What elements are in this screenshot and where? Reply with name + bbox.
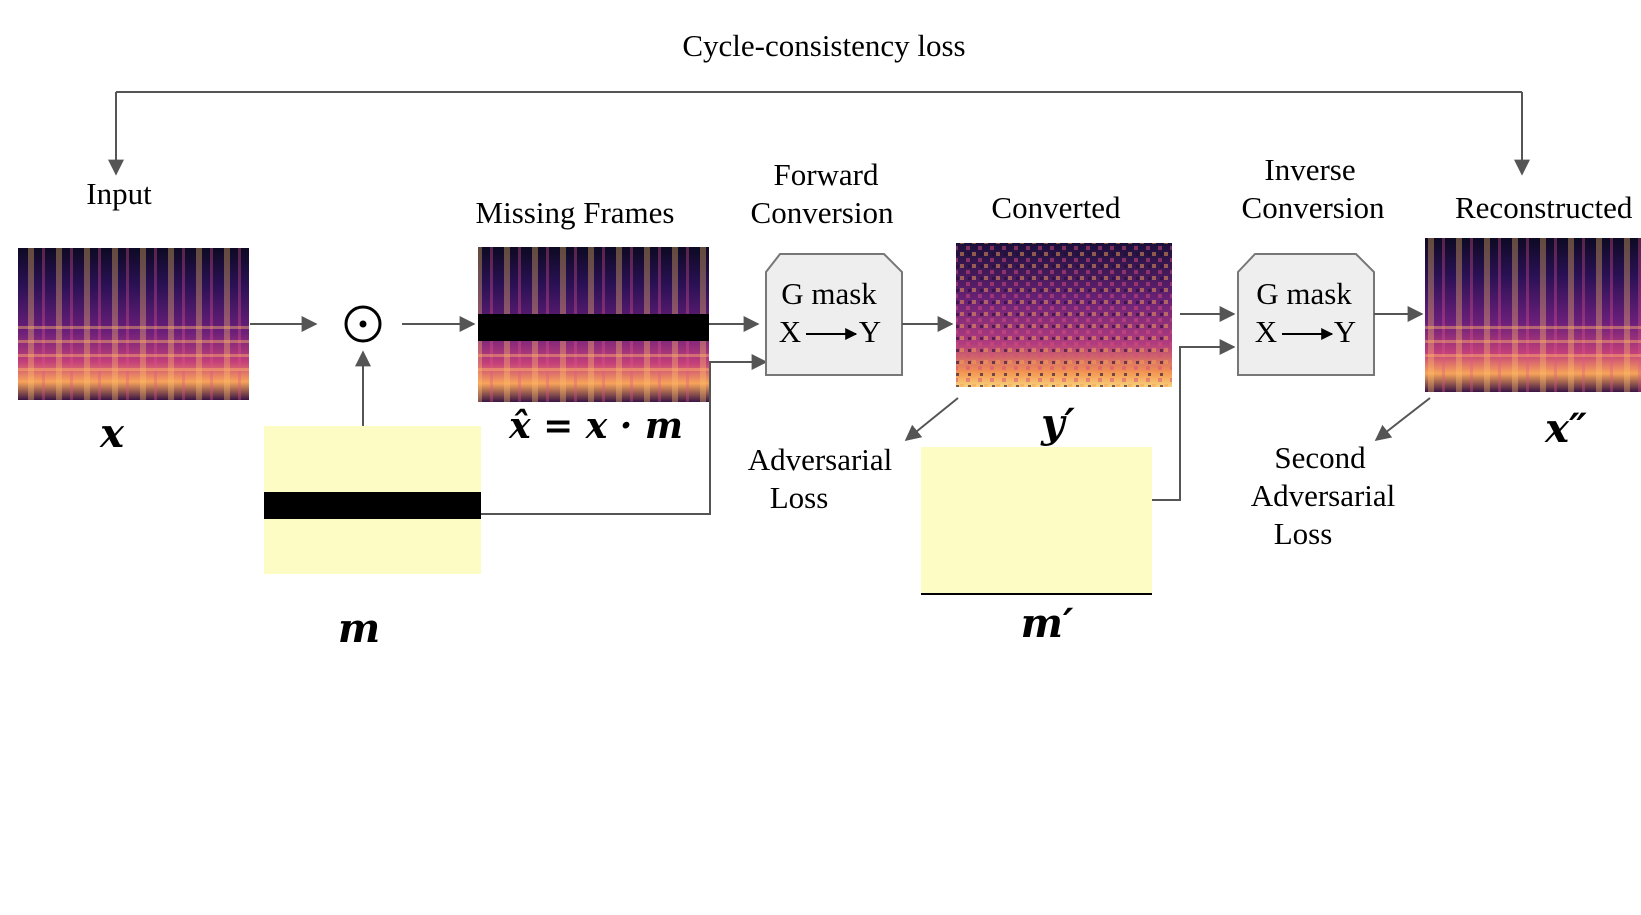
spectrogram-converted — [956, 243, 1172, 387]
spectrogram-x — [18, 248, 249, 400]
label-inverse-conversion: Conversion — [1241, 190, 1385, 225]
gen2-title: G mask — [1256, 276, 1352, 311]
symbol-x: x — [100, 410, 124, 457]
label-forward-conversion: Conversion — [750, 195, 894, 230]
label-reconstructed: Reconstructed — [1455, 190, 1633, 225]
label-converted: Converted — [991, 190, 1121, 225]
cycle-bracket — [108, 91, 1530, 176]
label-adversarial-loss: Loss — [769, 480, 829, 515]
arrow-mask-prime-to-gen2 — [1152, 339, 1236, 501]
spectrogram-reconstructed — [1425, 238, 1641, 392]
label-second-loss: Loss — [1273, 516, 1333, 551]
gen2-from: X — [1255, 314, 1277, 349]
label-inverse: Inverse — [1264, 152, 1356, 187]
hadamard-operator — [344, 305, 382, 343]
generator-forward: G mask X Y — [765, 253, 903, 376]
label-second: Second — [1274, 440, 1366, 475]
label-input: Input — [86, 176, 152, 211]
arrow-second-adversarial-loss — [1374, 397, 1431, 441]
mask-m — [264, 426, 481, 574]
gen1-title: G mask — [781, 276, 877, 311]
gen2-to: Y — [1334, 314, 1356, 349]
generator-inverse: G mask X Y — [1237, 253, 1375, 376]
symbol-x-double-prime: x″ — [1545, 405, 1587, 452]
symbol-m-prime: m′ — [1020, 600, 1074, 647]
arrow-mask-to-gen1 — [481, 354, 768, 515]
label-second-adversarial: Adversarial — [1250, 478, 1396, 513]
label-forward: Forward — [773, 157, 879, 192]
gen1-from: X — [779, 314, 801, 349]
label-adversarial: Adversarial — [747, 442, 893, 477]
mask-m-prime — [921, 447, 1152, 595]
spectrogram-missing-frames — [478, 247, 709, 402]
symbol-m: m — [337, 605, 381, 652]
label-missing-frames: Missing Frames — [475, 195, 675, 230]
symbol-x-hat-eq: x̂ = x · m — [509, 405, 683, 447]
cycle-consistency-title: Cycle-consistency loss — [682, 28, 966, 63]
arrow-adversarial-loss — [904, 397, 959, 442]
symbol-y-prime: y′ — [1041, 400, 1075, 447]
gen1-to: Y — [859, 314, 881, 349]
